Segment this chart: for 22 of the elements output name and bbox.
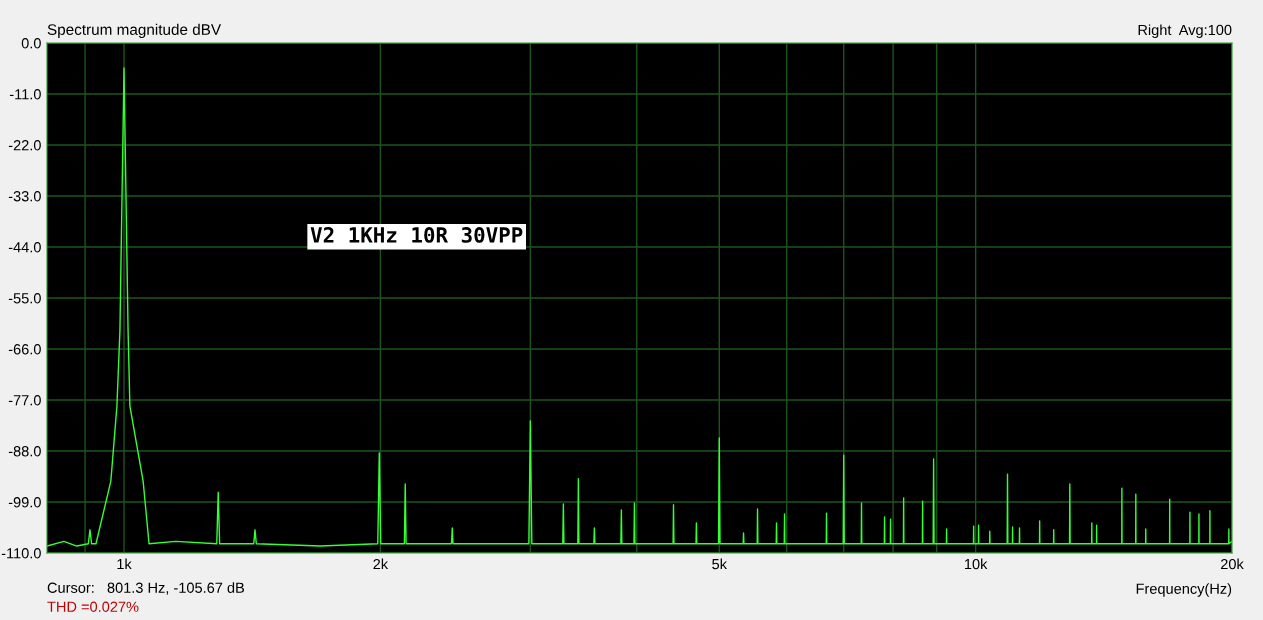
x-tick-label: 1k	[117, 558, 132, 570]
y-tick-label: -77.0	[8, 395, 41, 406]
y-tick-label: -66.0	[8, 344, 41, 355]
chart-title: Spectrum magnitude dBV	[47, 23, 222, 38]
text: Right Avg:100	[1138, 24, 1232, 38]
annotation: V2 1KHz 10R 30VPP	[310, 227, 523, 243]
y-tick-label: 0.0	[21, 38, 41, 49]
x-tick-label: 5k	[712, 558, 727, 570]
x-tick-label: 20k	[1220, 558, 1244, 570]
x-tick-label: 10k	[964, 558, 988, 570]
x-tick-label: 2k	[373, 558, 389, 570]
text: Cursor: 801.3 Hz, -105.67 dB	[47, 582, 245, 595]
y-tick-label: -33.0	[8, 191, 41, 202]
y-tick-label: -55.0	[8, 293, 41, 304]
y-tick-label: -110.0	[1, 548, 41, 559]
y-tick-label: -22.0	[8, 140, 41, 151]
text: THD =0.027%	[47, 601, 139, 612]
y-tick-label: -11.0	[9, 89, 41, 100]
y-tick-label: -44.0	[8, 242, 41, 253]
y-tick-label: -88.0	[8, 446, 41, 457]
x-axis-title: Frequency(Hz)	[1136, 583, 1232, 597]
y-tick-label: -99.0	[8, 497, 41, 508]
